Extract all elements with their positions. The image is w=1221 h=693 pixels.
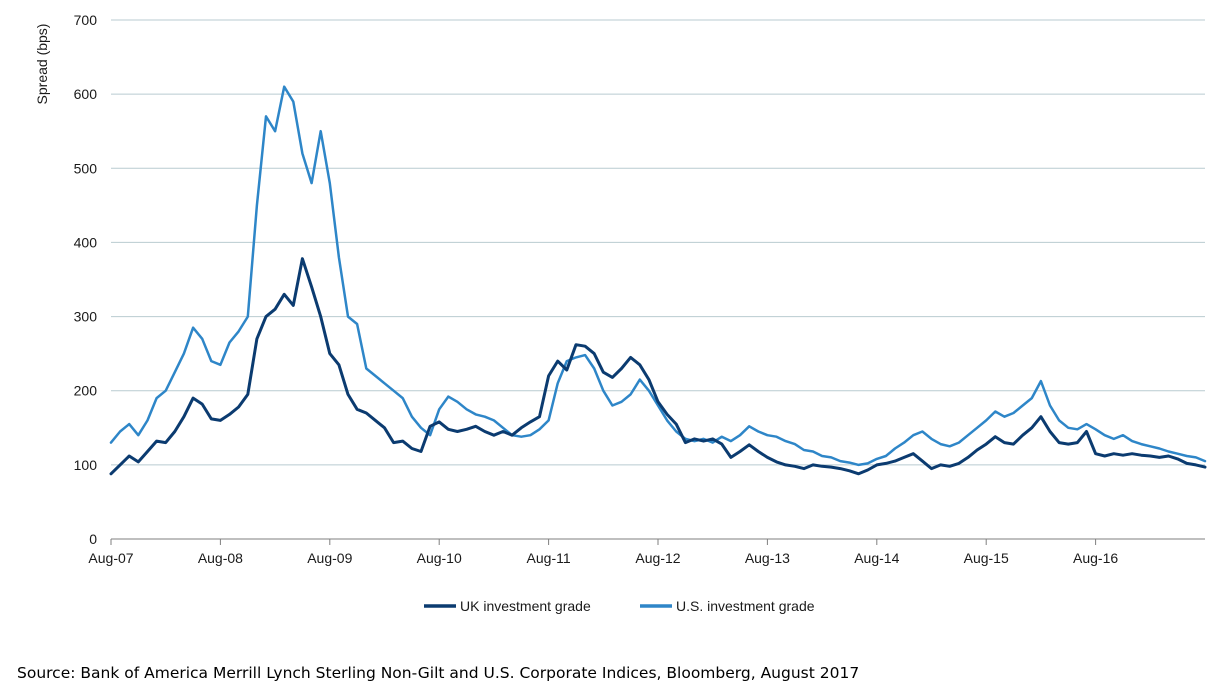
x-tick-label: Aug-14	[854, 550, 899, 566]
source-note: Source: Bank of America Merrill Lynch St…	[17, 664, 860, 682]
x-tick-label: Aug-16	[1073, 550, 1118, 566]
legend: UK investment grade U.S. investment grade	[424, 598, 815, 614]
series-line-uk	[109, 257, 1207, 476]
legend-label: U.S. investment grade	[676, 598, 815, 614]
gridlines	[111, 19, 1205, 466]
y-tick-label: 300	[74, 309, 98, 325]
y-tick-label: 100	[74, 457, 98, 473]
x-tick-label: Aug-13	[745, 550, 790, 566]
x-tick-label: Aug-15	[964, 550, 1009, 566]
y-tick-label: 500	[74, 160, 98, 176]
y-tick-label: 600	[74, 86, 98, 102]
legend-label: UK investment grade	[460, 598, 591, 614]
y-tick-label: 200	[74, 383, 98, 399]
x-tick-label: Aug-10	[417, 550, 462, 566]
x-tick-label: Aug-08	[198, 550, 243, 566]
x-tick-label: Aug-07	[88, 550, 133, 566]
x-tick-label: Aug-12	[635, 550, 680, 566]
y-tick-label: 0	[89, 531, 97, 547]
x-tick-label: Aug-11	[527, 550, 571, 566]
y-axis-label: Spread (bps)	[34, 24, 50, 105]
series-line-us	[109, 85, 1207, 467]
axes: 0 100 200 300 400 500 600 700 Aug-07 Aug-08 Aug-09…	[74, 12, 1205, 566]
x-tick-label: Aug-09	[307, 550, 352, 566]
line-chart: 0 100 200 300 400 500 600 700 Aug-07 Aug-08 Aug-09…	[34, 12, 1207, 614]
y-tick-label: 400	[74, 234, 98, 250]
series-lines	[109, 85, 1207, 476]
y-tick-label: 700	[74, 12, 98, 28]
